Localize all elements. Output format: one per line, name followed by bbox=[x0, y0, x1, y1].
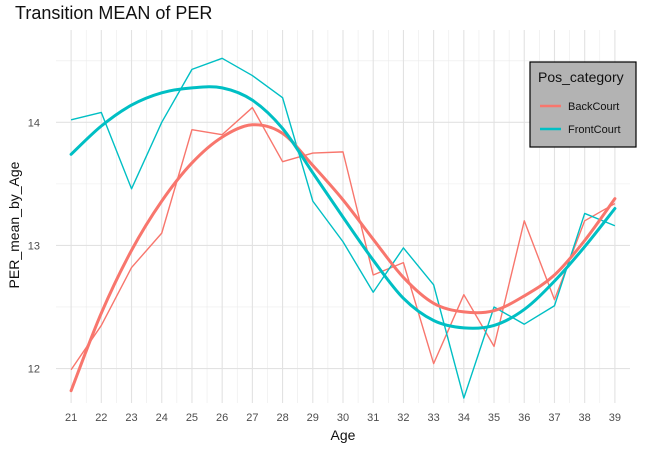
chart-title: Transition MEAN of PER bbox=[15, 3, 212, 23]
x-tick-label: 26 bbox=[216, 412, 228, 424]
series-line-frontcourt bbox=[70, 57, 616, 399]
legend: Pos_category BackCourt FrontCourt bbox=[529, 61, 637, 148]
series-line-backcourt bbox=[70, 106, 616, 371]
y-tick-label: 13 bbox=[28, 240, 40, 252]
x-tick-label: 24 bbox=[156, 412, 168, 424]
y-tick-label: 14 bbox=[28, 117, 40, 129]
x-tick-label: 35 bbox=[488, 412, 500, 424]
y-axis-title: PER_mean_by_Age bbox=[6, 161, 22, 288]
smooth-line-backcourt bbox=[69, 123, 617, 393]
x-tick-label: 31 bbox=[367, 412, 379, 424]
y-axis-ticks: 12 13 14 bbox=[28, 117, 40, 375]
x-tick-label: 39 bbox=[609, 412, 621, 424]
x-tick-label: 29 bbox=[307, 412, 319, 424]
x-axis-ticks: 21 22 23 24 25 26 27 28 29 30 31 32 33 34 35 36 37 38 39 bbox=[65, 412, 621, 424]
legend-title: Pos_category bbox=[538, 69, 624, 85]
x-tick-label: 21 bbox=[65, 412, 77, 424]
legend-label-frontcourt: FrontCourt bbox=[568, 124, 621, 136]
x-tick-label: 27 bbox=[246, 412, 258, 424]
x-tick-label: 23 bbox=[125, 412, 137, 424]
smooth-line-frontcourt bbox=[69, 85, 617, 330]
x-axis-title: Age bbox=[331, 427, 356, 443]
x-tick-label: 22 bbox=[95, 412, 107, 424]
legend-box bbox=[529, 61, 637, 148]
x-tick-label: 25 bbox=[186, 412, 198, 424]
x-tick-label: 34 bbox=[458, 412, 470, 424]
x-tick-label: 33 bbox=[428, 412, 440, 424]
x-tick-label: 28 bbox=[276, 412, 288, 424]
x-tick-label: 32 bbox=[397, 412, 409, 424]
y-tick-label: 12 bbox=[28, 364, 40, 376]
series-layer bbox=[69, 57, 617, 399]
x-tick-label: 36 bbox=[518, 412, 530, 424]
x-tick-label: 37 bbox=[548, 412, 560, 424]
legend-label-backcourt: BackCourt bbox=[568, 101, 619, 113]
x-tick-label: 38 bbox=[579, 412, 591, 424]
x-tick-label: 30 bbox=[337, 412, 349, 424]
